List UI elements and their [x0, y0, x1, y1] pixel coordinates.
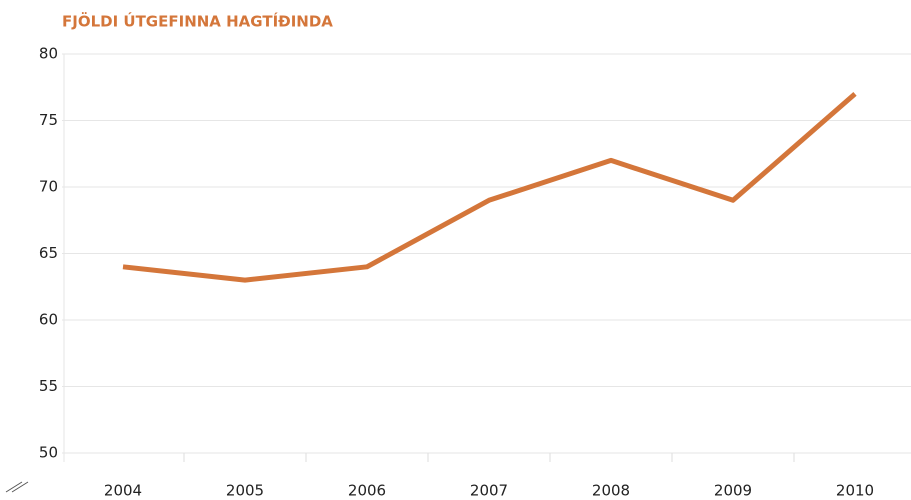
y-tick-label: 60	[39, 311, 58, 329]
x-tick-label: 2008	[592, 482, 630, 500]
x-tick-label: 2009	[714, 482, 752, 500]
y-tick-label: 55	[39, 377, 58, 395]
y-tick-label: 65	[39, 244, 58, 262]
x-tick-label: 2004	[104, 482, 142, 500]
y-tick-label: 75	[39, 111, 58, 129]
y-tick-label: 50	[39, 444, 58, 462]
y-tick-label: 70	[39, 178, 58, 196]
x-tick-label: 2005	[226, 482, 264, 500]
line	[122, 92, 857, 283]
x-tick-label: 2006	[348, 482, 386, 500]
y-tick-label: 80	[39, 45, 58, 63]
axis-break	[5, 481, 23, 493]
chart-title: FJÖLDI ÚTGEFINNA HAGTÍÐINDA	[62, 12, 333, 31]
axis-break	[11, 481, 29, 493]
x-tick-label: 2007	[470, 482, 508, 500]
x-tick-label: 2010	[836, 482, 874, 500]
